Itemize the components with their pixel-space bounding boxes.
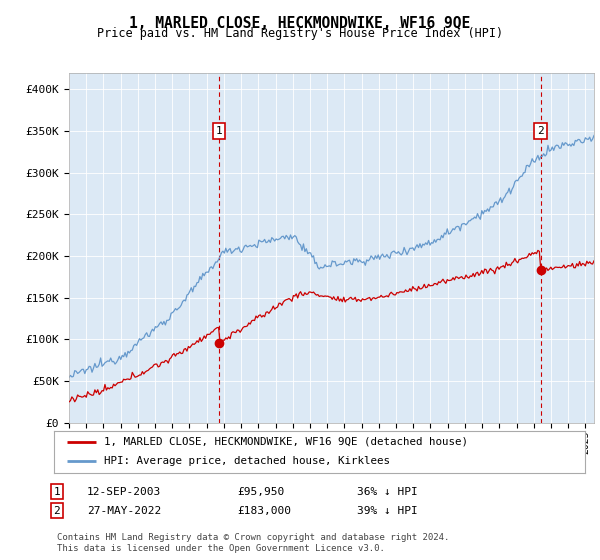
Text: 1: 1 bbox=[215, 126, 223, 136]
Text: 39% ↓ HPI: 39% ↓ HPI bbox=[357, 506, 418, 516]
Text: 2: 2 bbox=[537, 126, 544, 136]
Text: 1, MARLED CLOSE, HECKMONDWIKE, WF16 9QE (detached house): 1, MARLED CLOSE, HECKMONDWIKE, WF16 9QE … bbox=[104, 437, 469, 447]
Text: HPI: Average price, detached house, Kirklees: HPI: Average price, detached house, Kirk… bbox=[104, 456, 391, 466]
Text: £183,000: £183,000 bbox=[237, 506, 291, 516]
Text: 36% ↓ HPI: 36% ↓ HPI bbox=[357, 487, 418, 497]
Text: Price paid vs. HM Land Registry's House Price Index (HPI): Price paid vs. HM Land Registry's House … bbox=[97, 27, 503, 40]
Text: Contains HM Land Registry data © Crown copyright and database right 2024.
This d: Contains HM Land Registry data © Crown c… bbox=[57, 533, 449, 553]
Text: 1, MARLED CLOSE, HECKMONDWIKE, WF16 9QE: 1, MARLED CLOSE, HECKMONDWIKE, WF16 9QE bbox=[130, 16, 470, 31]
Text: 2: 2 bbox=[53, 506, 61, 516]
Text: 12-SEP-2003: 12-SEP-2003 bbox=[87, 487, 161, 497]
Text: £95,950: £95,950 bbox=[237, 487, 284, 497]
Text: 1: 1 bbox=[53, 487, 61, 497]
Text: 27-MAY-2022: 27-MAY-2022 bbox=[87, 506, 161, 516]
